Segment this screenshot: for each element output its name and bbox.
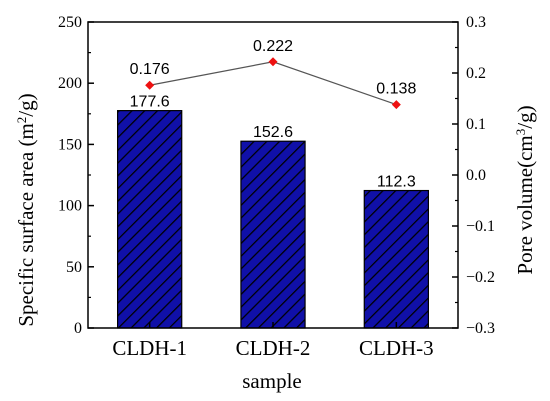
bar (363, 189, 429, 329)
bar (240, 140, 306, 329)
bar-value-label: 152.6 (253, 124, 293, 141)
left-axis-ticks: 0 50 100 150 200 250 (58, 14, 94, 337)
line-point (145, 80, 155, 90)
bar-value-label: 177.6 (130, 94, 170, 111)
left-tick-label: 150 (58, 136, 82, 153)
right-tick-label: 0.2 (466, 65, 486, 82)
right-tick-label: −0.2 (466, 269, 495, 286)
right-tick-label: −0.3 (466, 320, 495, 337)
line-value-label: 0.138 (376, 81, 416, 98)
line-point (268, 57, 278, 67)
bar-value-label: 112.3 (377, 174, 416, 191)
right-tick-label: 0.1 (466, 116, 486, 133)
bar-labels-layer: 177.6 152.6 112.3 (130, 94, 416, 191)
x-tick-label: CLDH-3 (359, 336, 434, 360)
left-axis-title: Specific surface area (m2/g) (14, 93, 38, 326)
bar (116, 110, 183, 329)
right-axis-title: Pore volume(cm3/g) (513, 105, 537, 274)
right-tick-label: 0.3 (466, 14, 486, 31)
right-axis-ticks: −0.3 −0.2 −0.1 0.0 0.1 0.2 0.3 (452, 14, 495, 337)
line-value-label: 0.176 (130, 61, 170, 78)
line-layer (145, 57, 401, 110)
x-tick-label: CLDH-1 (112, 336, 187, 360)
x-tick-label: CLDH-2 (236, 336, 311, 360)
right-tick-label: 0.0 (466, 167, 486, 184)
bars-layer (116, 110, 429, 329)
line-value-label: 0.222 (253, 38, 293, 55)
line-point (391, 100, 401, 110)
x-axis-ticks: CLDH-1 CLDH-2 CLDH-3 (112, 322, 434, 360)
left-tick-label: 50 (66, 259, 82, 276)
x-axis-title: sample (242, 369, 301, 393)
left-tick-label: 200 (58, 75, 82, 92)
left-tick-label: 100 (58, 198, 82, 215)
left-tick-label: 0 (74, 320, 82, 337)
line-labels-layer: 0.176 0.222 0.138 (130, 38, 417, 98)
right-tick-label: −0.1 (466, 218, 495, 235)
left-tick-label: 250 (58, 14, 82, 31)
series-line (149, 61, 397, 106)
